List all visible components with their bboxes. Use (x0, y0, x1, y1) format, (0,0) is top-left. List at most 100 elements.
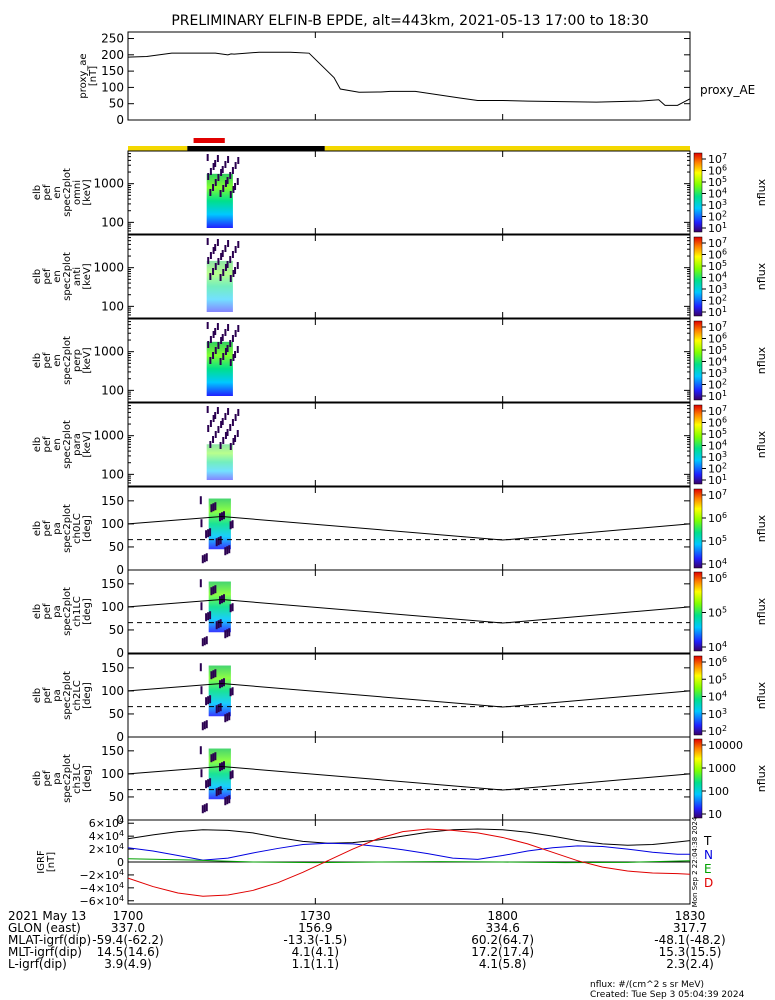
spec-flux-speck (226, 177, 229, 184)
colorbar-tick-label: 105 (708, 606, 727, 620)
footer-value: 3.9(4.9) (104, 957, 152, 971)
pa-flux-speck (217, 787, 220, 796)
spec-flux-speck (221, 166, 224, 173)
spec-panel-ylabel-line: spec2plot (62, 420, 73, 469)
spec-ytick-label: 100 (101, 767, 124, 781)
pa-flux-speck (205, 720, 208, 729)
pa-flux-speck (209, 695, 212, 704)
pa-flux-speck (199, 746, 202, 755)
footer-value: 337.0 (111, 921, 145, 935)
colorbar-tick-label: 103 (708, 198, 727, 212)
ae-panel-frame (127, 31, 691, 121)
pa-flux-speck (222, 678, 225, 687)
pa-flux-speck (210, 671, 213, 680)
pa-flux-speck (229, 688, 232, 697)
pa-flux-speck (231, 520, 234, 529)
pa-flux-speck (207, 779, 210, 788)
pa-flux-speck (226, 713, 229, 722)
colorbar-tick-label: 1000 (708, 762, 736, 775)
pa-flux-speck (210, 754, 213, 763)
footer-value: 15.3(15.5) (659, 945, 722, 959)
ae-legend: proxy_AE (700, 83, 755, 97)
spec-flux-speck (224, 329, 227, 336)
pa-flux-speck (214, 669, 217, 678)
spec-flux-speck (229, 256, 232, 263)
pa-flux-speck (200, 602, 203, 611)
pa-flux-speck (201, 805, 204, 814)
pa-flux-speck (222, 511, 225, 520)
colorbar-tick-label: 104 (708, 439, 727, 453)
footer-value: -59.4(-62.2) (92, 933, 163, 947)
spec-flux-speck (212, 163, 215, 170)
spec-flux-speck (209, 336, 212, 343)
colorbar-tick-label: 104 (708, 187, 727, 201)
igrf-legend-D: D (704, 876, 713, 890)
pa-flux-speck (203, 637, 206, 646)
spec-panel-ylabel: elb pef pa spec2plot ch2LC [deg] (32, 671, 93, 720)
colorbar-tick-label: 106 (708, 416, 727, 430)
spec-flux-speck (206, 322, 209, 329)
spec-flux-speck (222, 353, 225, 360)
colorbar-tick-label: 107 (708, 488, 727, 502)
colorbar-tick-label: 104 (708, 355, 727, 369)
spec-flux-speck (227, 240, 230, 247)
spec-panel-ylabel-line: spec2plot (62, 252, 73, 301)
pa-flux-speck (219, 763, 222, 772)
pa-flux-speck (214, 585, 217, 594)
spec-flux-speck (229, 424, 232, 431)
pa-flux-speck (212, 670, 215, 679)
colorbar-tick-label: 107 (708, 236, 727, 250)
spec-flux-speck (209, 168, 212, 175)
colorbar-tick-label: 104 (708, 557, 727, 571)
footer-row-label: MLAT-igrf(dip) (8, 933, 91, 947)
spec-flux-speck (214, 263, 217, 270)
colorbar-tick-label: 103 (708, 707, 727, 721)
pa-flux-speck (226, 546, 229, 555)
pa-flux-speck (224, 547, 227, 556)
spec-panel-ylabel-line: en (52, 438, 63, 451)
loss-cone-line (127, 516, 691, 541)
pa-flux-speck (215, 788, 218, 797)
spec-panel-ylabel-line: pa (52, 605, 63, 617)
spec-flux-speck (219, 442, 222, 449)
spec-flux-speck (232, 438, 235, 445)
spec-flux-speck (209, 252, 212, 259)
spec-flux-speck (224, 348, 227, 355)
pa-flux-speck (222, 761, 225, 770)
spec-flux-speck (221, 334, 224, 341)
footer-value: -48.1(-48.2) (654, 933, 725, 947)
science-bar (193, 138, 225, 143)
spec-flux-speck (209, 189, 212, 196)
pa-flux-speck (201, 555, 204, 564)
spec-flux-speck (229, 340, 232, 347)
spec-flux-speck (227, 324, 230, 331)
spec-panel-1: elb pef en spec2plot anti [keV] 10001001071061… (32, 234, 768, 319)
spec-panel-ylabel-line: elb (32, 437, 43, 452)
spec-panel-ylabel: elb pef pa spec2plot ch3LC [deg] (32, 754, 93, 803)
spec-flux-speck (236, 262, 239, 269)
colorbar-tick-label: 104 (708, 271, 727, 285)
colorbar-label: nflux (755, 514, 768, 542)
spec-panel-2: elb pef en spec2plot perp [keV] 10001001071061… (32, 318, 768, 403)
colorbar-tick-label: 101 (708, 221, 727, 235)
ae-ylabel: proxy_ae [nT] (78, 53, 99, 98)
spec-panel-ylabel: elb pef en spec2plot perp [keV] (32, 336, 93, 385)
spec-panel-ylabel-line: [deg] (82, 682, 93, 709)
colorbar (693, 236, 703, 317)
spec-panel-ylabel-line: spec2plot (62, 504, 73, 553)
spec-panel-ylabel-line: spec2plot (62, 587, 73, 636)
igrf-ylabel-line: IGRF (36, 850, 47, 874)
spec-flux-speck (229, 359, 232, 366)
spec-panel-0: elb pef en spec2plot omni [keV] 10001001071061… (32, 150, 768, 235)
spec-flux-speck (236, 430, 239, 437)
footer-value: -13.3(-1.5) (283, 933, 347, 947)
igrf-legend-N: N (704, 848, 713, 862)
colorbar (693, 320, 703, 401)
spec-ytick-label: 150 (101, 744, 124, 758)
spec-flux-speck (220, 337, 223, 344)
ae-ytick-label: 0 (116, 113, 124, 127)
colorbar-tick-label: 107 (708, 152, 727, 166)
footer-value: 4.1(5.8) (479, 957, 527, 971)
spec-flux-speck (237, 409, 240, 416)
colorbar-tick-label: 104 (708, 640, 727, 654)
